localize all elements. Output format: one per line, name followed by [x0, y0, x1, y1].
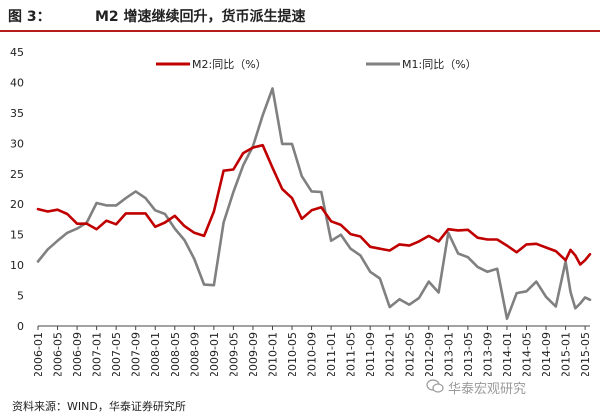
series-line-m1: [36, 87, 592, 320]
x-tick-label: 2009-05: [227, 332, 240, 376]
y-tick-label: 45: [10, 46, 24, 59]
x-tick-label: 2010-01: [266, 332, 279, 376]
watermark-text: 华泰宏观研究: [448, 382, 527, 397]
x-tick-label: 2013-09: [481, 332, 494, 376]
legend-label-m2: M2:同比（%）: [192, 58, 267, 71]
x-tick-label: 2014-01: [501, 332, 514, 376]
x-tick-label: 2010-05: [286, 332, 299, 376]
x-tick-label: 2007-05: [110, 332, 123, 376]
y-tick-label: 0: [17, 320, 24, 333]
x-tick-label: 2008-09: [188, 332, 201, 376]
x-tick-label: 2008-05: [169, 332, 182, 376]
x-tick-label: 2007-09: [130, 332, 143, 376]
x-tick-label: 2006-05: [52, 332, 65, 376]
x-tick-label: 2010-09: [306, 332, 319, 376]
header-rule: [0, 30, 600, 32]
x-tick-label: 2009-01: [208, 332, 221, 376]
figure-header: 图 3： M2 增速继续回升，货币派生提速: [0, 0, 600, 30]
y-tick-label: 20: [10, 198, 24, 211]
source-note: 资料来源：WIND，华泰证券研究所: [12, 400, 186, 413]
x-tick-label: 2014-09: [540, 332, 553, 376]
y-tick-label: 40: [10, 76, 24, 89]
x-tick-label: 2012-09: [423, 332, 436, 376]
legend: M2:同比（%） M1:同比（%）: [156, 58, 477, 71]
y-tick-label: 25: [10, 168, 24, 181]
m2-m1-line-chart: 0 5 10 15 20 25 30 35 40 45 2006-01 2006-05 2006-09…: [10, 46, 592, 376]
x-tick-label: 2009-09: [247, 332, 260, 376]
x-tick-label: 2013-01: [442, 332, 455, 376]
y-tick-label: 15: [10, 229, 24, 242]
x-tick-label: 2015-01: [560, 332, 573, 376]
y-tick-label: 5: [17, 290, 24, 303]
figure-label: 图 3：: [8, 9, 51, 25]
series-line-m2: [36, 143, 592, 266]
y-tick-label: 30: [10, 137, 24, 150]
x-tick-label: 2007-01: [91, 332, 104, 376]
y-tick-label: 35: [10, 107, 24, 120]
x-tick-label: 2011-01: [325, 332, 338, 376]
x-tick-label: 2011-05: [345, 332, 358, 376]
x-axis-ticks: 2006-01 2006-05 2006-09 2007-01 2007-05 2007-…: [32, 326, 592, 376]
x-tick-label: 2006-01: [32, 332, 45, 376]
x-tick-label: 2012-05: [403, 332, 416, 376]
wechat-icon: [426, 379, 444, 393]
x-tick-label: 2012-01: [384, 332, 397, 376]
y-axis-ticks: 0 5 10 15 20 25 30 35 40 45: [10, 46, 24, 333]
x-tick-label: 2006-09: [71, 332, 84, 376]
x-tick-label: 2015-05: [579, 332, 592, 376]
x-tick-label: 2013-05: [462, 332, 475, 376]
y-tick-label: 10: [10, 259, 24, 272]
series-lines: [36, 87, 592, 320]
x-tick-label: 2014-05: [520, 332, 533, 376]
x-tick-label: 2008-01: [149, 332, 162, 376]
figure-title: M2 增速继续回升，货币派生提速: [95, 9, 306, 25]
legend-label-m1: M1:同比（%）: [402, 58, 477, 71]
x-tick-label: 2011-09: [364, 332, 377, 376]
